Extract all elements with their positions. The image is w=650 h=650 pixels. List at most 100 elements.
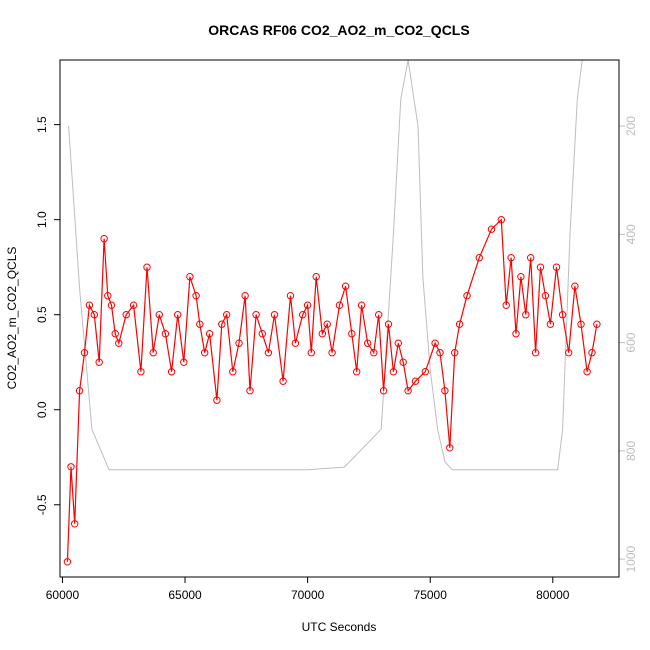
data-point: [85, 301, 94, 309]
x-axis-label: UTC Seconds: [302, 620, 377, 634]
data-point: [335, 301, 344, 309]
data-point: [137, 368, 145, 376]
plot-frame: [59, 59, 620, 578]
data-point: [583, 368, 591, 376]
data-point: [475, 254, 483, 262]
data-point: [463, 292, 471, 300]
data-point: [286, 292, 295, 300]
data-point: [155, 311, 164, 319]
data-point: [252, 311, 260, 319]
data-point: [375, 311, 383, 319]
reference-series-line: [68, 59, 583, 471]
data-point: [75, 387, 84, 395]
data-point: [186, 273, 194, 281]
y-axis-label: CO2_AO2_m_CO2_QCLS: [5, 247, 19, 390]
data-point: [71, 520, 79, 528]
x-tick-label: 60000: [46, 588, 80, 602]
data-point: [246, 387, 254, 395]
data-point: [348, 330, 356, 338]
data-point: [104, 292, 112, 300]
data-point: [497, 216, 505, 224]
data-point: [223, 311, 231, 319]
y2-tick-label: 800: [624, 441, 638, 461]
data-point: [364, 339, 372, 347]
axes: 60000 65000 70000 75000 80000 -0.5 0.0 0.5 1.0 1.…: [35, 116, 638, 602]
y-tick-label: -0.5: [35, 494, 49, 515]
data-point: [201, 349, 209, 357]
y2-tick-label: 400: [624, 224, 638, 244]
data-point: [111, 330, 119, 338]
data-point: [531, 349, 540, 357]
data-point: [536, 263, 545, 271]
data-point: [323, 320, 331, 328]
data-point: [341, 282, 350, 290]
y-tick-label: 0.0: [35, 401, 49, 418]
data-point: [205, 330, 214, 338]
data-point: [258, 330, 266, 338]
data-point: [80, 349, 89, 357]
data-point: [389, 368, 398, 376]
y-tick-label: 1.5: [35, 116, 49, 133]
data-point: [63, 558, 72, 566]
data-point: [107, 301, 116, 309]
data-point: [512, 330, 520, 338]
data-point: [167, 368, 176, 376]
y2-tick-label: 200: [624, 116, 638, 136]
data-point: [441, 387, 449, 395]
data-point: [546, 320, 555, 328]
data-point: [229, 368, 237, 376]
data-point: [455, 320, 464, 328]
y-tick-label: 0.5: [35, 306, 49, 323]
x-tick-label: 70000: [291, 588, 325, 602]
data-point: [353, 368, 361, 376]
data-point: [122, 311, 130, 319]
data-point: [404, 387, 412, 395]
y2-tick-label: 1000: [624, 545, 638, 572]
data-point: [357, 301, 366, 309]
data-point: [411, 377, 420, 385]
data-point: [421, 368, 429, 376]
data-point: [541, 292, 550, 300]
data-point: [517, 273, 525, 281]
data-point: [235, 339, 243, 347]
data-point: [328, 349, 336, 357]
data-point: [180, 358, 188, 366]
data-point: [502, 301, 510, 309]
data-point: [312, 273, 320, 281]
data-point: [161, 330, 170, 338]
data-point: [291, 339, 300, 347]
data-point: [487, 225, 496, 233]
data-point: [307, 349, 315, 357]
data-point: [299, 311, 307, 319]
data-point: [196, 320, 204, 328]
data-point: [399, 358, 407, 366]
data-point: [241, 292, 249, 300]
data-point: [143, 263, 151, 271]
data-point: [431, 339, 439, 347]
data-point: [436, 349, 444, 357]
data-point: [100, 235, 108, 243]
data-point: [192, 292, 200, 300]
data-point: [552, 263, 561, 271]
chart-title: ORCAS RF06 CO2_AO2_m_CO2_QCLS: [208, 22, 469, 38]
x-tick-label: 65000: [168, 588, 202, 602]
data-point: [67, 463, 75, 471]
data-point: [270, 311, 279, 319]
data-point: [565, 349, 573, 357]
data-point: [174, 311, 182, 319]
y-tick-label: 1.0: [35, 211, 49, 228]
data-point: [379, 387, 388, 395]
data-point: [571, 282, 579, 290]
data-point: [507, 254, 515, 262]
data-point: [264, 349, 273, 357]
data-point: [115, 339, 123, 347]
data-point: [318, 330, 326, 338]
data-point: [593, 320, 601, 328]
data-point: [394, 339, 402, 347]
data-point: [522, 311, 530, 319]
x-tick-label: 80000: [536, 588, 570, 602]
data-point: [384, 320, 393, 328]
data-series-line: [66, 218, 598, 562]
plot-area: [63, 59, 601, 566]
data-point: [451, 349, 459, 357]
